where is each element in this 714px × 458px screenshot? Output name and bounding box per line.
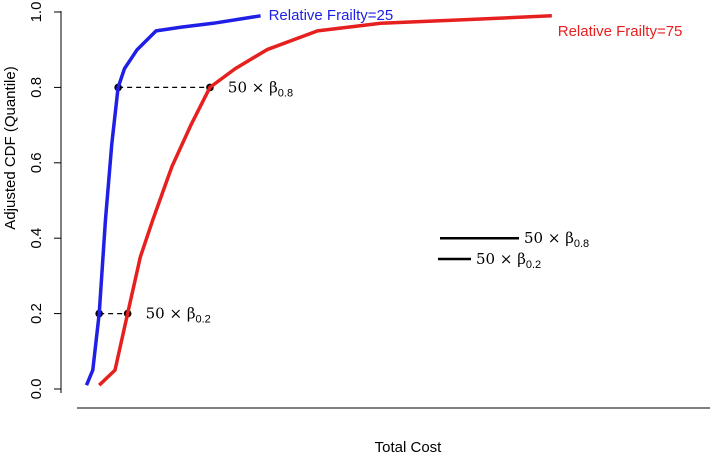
- length-legend: 50 × β0.850 × β0.2: [438, 229, 589, 271]
- legend-beta-label-main: 50 × β: [524, 229, 574, 247]
- y-tick-label: 1.0: [28, 2, 45, 23]
- beta-annotation-label-subscript: 0.2: [196, 314, 211, 326]
- y-tick-label: 0.4: [28, 228, 45, 249]
- series-labels: Relative Frailty=25 Relative Frailty=75: [269, 7, 683, 40]
- legend-beta-label-subscript: 0.8: [574, 238, 589, 250]
- beta-annotation-label-main: 50 × β: [228, 78, 278, 96]
- series-line-frailty-25: [84, 14, 261, 386]
- series-layer: [84, 14, 552, 387]
- series-label-frailty-75: Relative Frailty=75: [558, 23, 683, 40]
- legend-beta-label: 50 × β0.2: [476, 250, 541, 271]
- y-axis: 0.0 0.2 0.4 0.6 0.8 1.0: [28, 2, 62, 400]
- y-tick-label: 0.2: [28, 303, 45, 324]
- y-tick-label: 0.6: [28, 152, 45, 173]
- y-tick-label: 0.0: [28, 379, 45, 400]
- x-axis-title: Total Cost: [375, 439, 443, 456]
- beta-annotation-label: 50 × β0.8: [228, 78, 293, 99]
- beta-annotation-label: 50 × β0.2: [146, 305, 211, 326]
- legend-beta-label-main: 50 × β: [476, 250, 526, 268]
- y-axis-ticks: 0.0 0.2 0.4 0.6 0.8 1.0: [28, 2, 61, 400]
- y-axis-title: Adjusted CDF (Quantile): [2, 66, 19, 229]
- legend-beta-label-subscript: 0.2: [526, 259, 541, 271]
- series-line-frailty-75: [97, 14, 552, 387]
- series-label-frailty-25: Relative Frailty=25: [269, 7, 394, 24]
- legend-beta-label: 50 × β0.8: [524, 229, 589, 250]
- y-tick-label: 0.8: [28, 77, 45, 98]
- beta-annotation-label-subscript: 0.8: [278, 87, 293, 99]
- beta-annotation-label-main: 50 × β: [146, 305, 196, 323]
